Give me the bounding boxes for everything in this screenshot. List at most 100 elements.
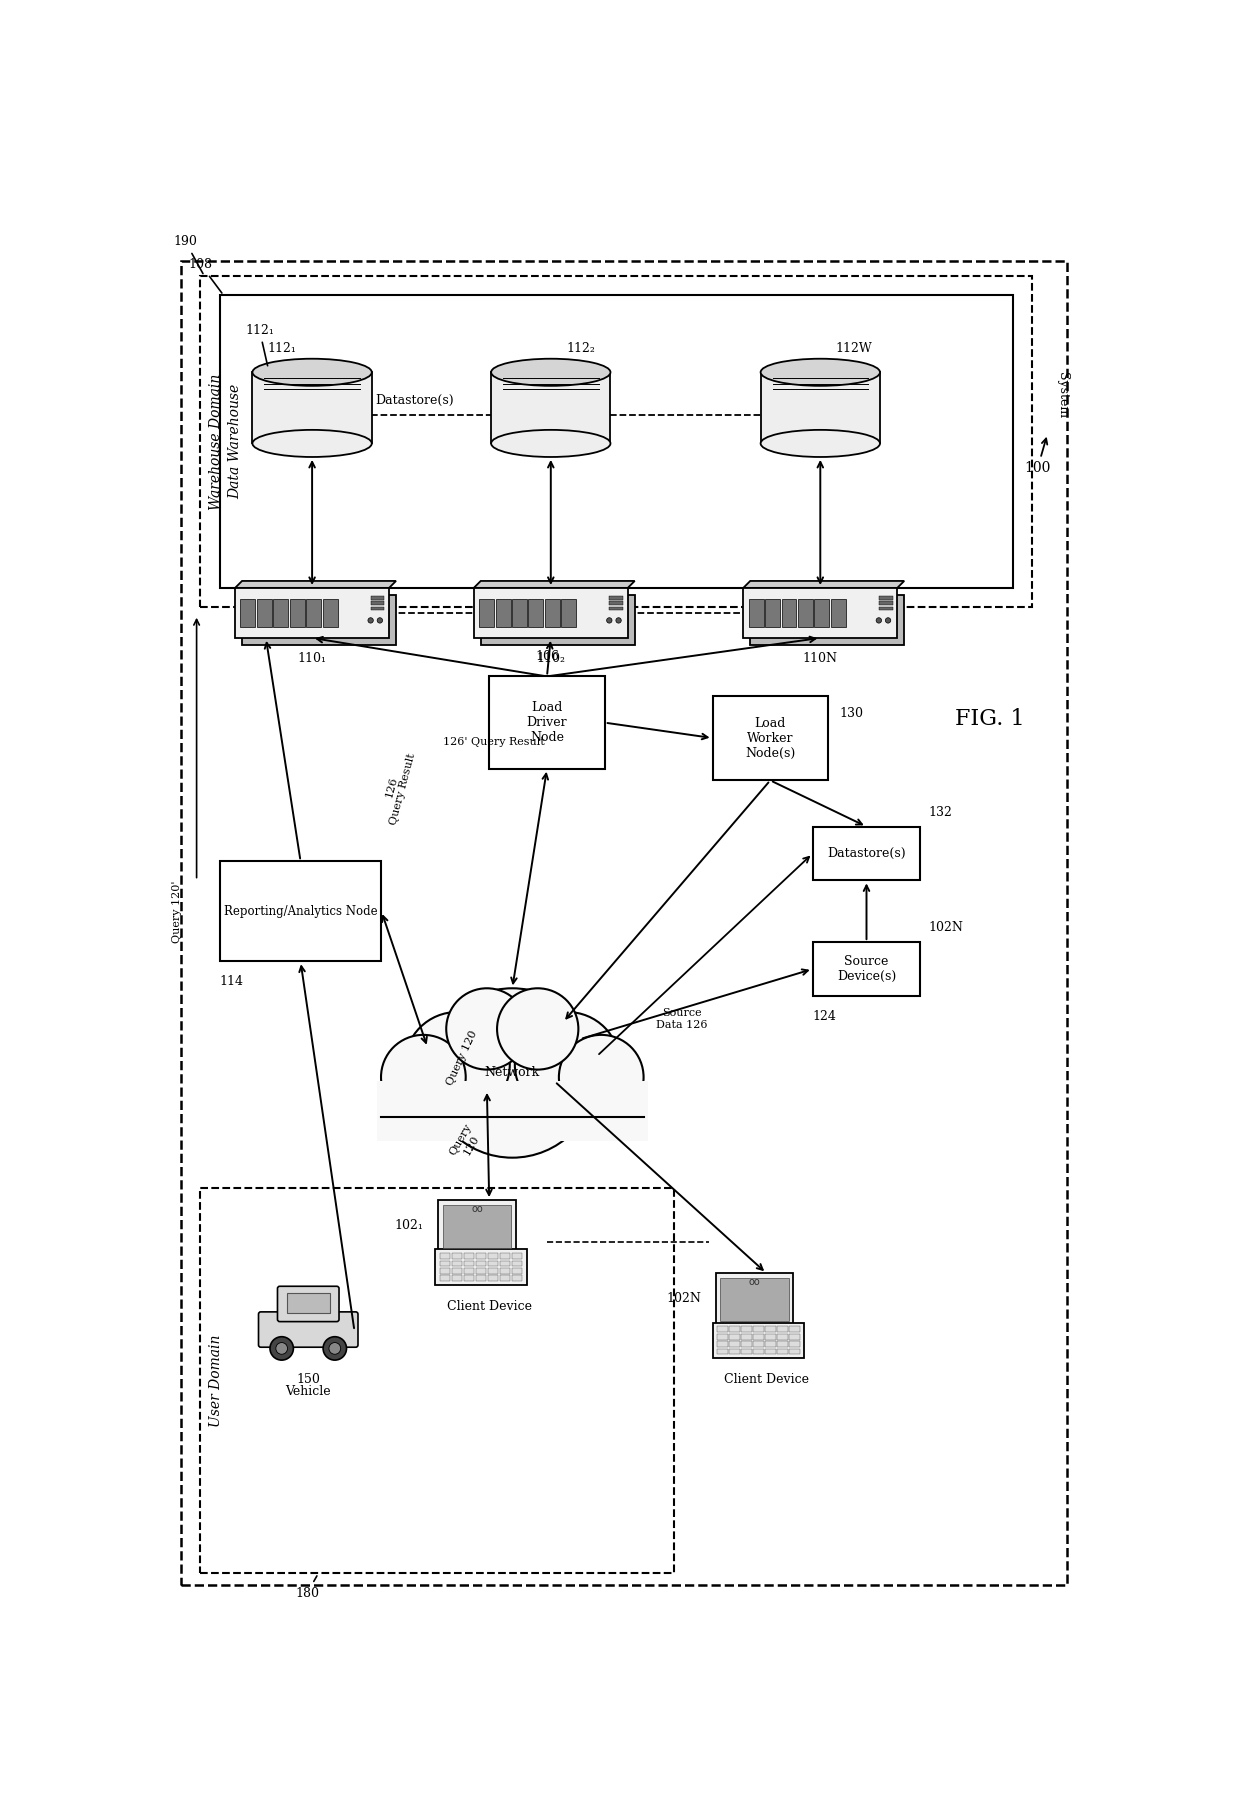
Text: Client Device: Client Device (724, 1373, 808, 1386)
Text: oo: oo (471, 1204, 484, 1213)
FancyBboxPatch shape (476, 1261, 486, 1266)
Ellipse shape (491, 358, 610, 386)
FancyBboxPatch shape (765, 600, 780, 628)
FancyBboxPatch shape (487, 1261, 498, 1266)
FancyBboxPatch shape (464, 1261, 475, 1266)
Circle shape (324, 1337, 346, 1361)
FancyBboxPatch shape (789, 1348, 800, 1355)
Ellipse shape (760, 358, 880, 386)
Ellipse shape (491, 429, 610, 457)
FancyBboxPatch shape (528, 600, 543, 628)
FancyBboxPatch shape (496, 600, 511, 628)
FancyBboxPatch shape (273, 600, 288, 628)
Text: Load
Driver
Node: Load Driver Node (527, 700, 567, 744)
Text: 110₂: 110₂ (536, 651, 565, 664)
FancyBboxPatch shape (258, 1311, 358, 1348)
FancyBboxPatch shape (474, 588, 627, 638)
Text: Vehicle: Vehicle (285, 1384, 331, 1397)
Text: 110₁: 110₁ (298, 651, 326, 664)
Circle shape (329, 1342, 341, 1355)
FancyBboxPatch shape (777, 1333, 787, 1339)
FancyBboxPatch shape (743, 588, 898, 638)
Text: 126' Query Result: 126' Query Result (443, 737, 544, 748)
Text: 114: 114 (219, 975, 243, 988)
Circle shape (515, 1011, 620, 1117)
FancyBboxPatch shape (717, 1341, 728, 1348)
FancyBboxPatch shape (322, 600, 337, 628)
FancyBboxPatch shape (729, 1348, 739, 1355)
FancyBboxPatch shape (717, 1333, 728, 1339)
FancyBboxPatch shape (753, 1333, 764, 1339)
Text: 180: 180 (295, 1575, 319, 1599)
Text: Query 120': Query 120' (172, 880, 182, 942)
FancyBboxPatch shape (500, 1268, 511, 1273)
FancyBboxPatch shape (799, 600, 813, 628)
FancyBboxPatch shape (278, 1286, 339, 1322)
FancyBboxPatch shape (742, 1326, 751, 1332)
Text: Reporting/Analytics Node: Reporting/Analytics Node (223, 904, 377, 919)
FancyBboxPatch shape (481, 595, 635, 646)
FancyBboxPatch shape (789, 1326, 800, 1332)
Text: System: System (1056, 373, 1069, 418)
FancyBboxPatch shape (242, 595, 396, 646)
FancyBboxPatch shape (512, 1268, 522, 1273)
FancyBboxPatch shape (812, 826, 920, 880)
FancyBboxPatch shape (713, 695, 828, 780)
Circle shape (606, 618, 613, 624)
Circle shape (270, 1337, 294, 1361)
Text: 124: 124 (812, 1010, 836, 1022)
Circle shape (404, 1011, 510, 1117)
Text: 112₁: 112₁ (246, 324, 274, 366)
FancyBboxPatch shape (717, 1326, 728, 1332)
Circle shape (428, 988, 596, 1157)
Ellipse shape (253, 358, 372, 386)
FancyBboxPatch shape (812, 942, 920, 997)
FancyBboxPatch shape (290, 600, 305, 628)
Polygon shape (236, 580, 396, 588)
FancyBboxPatch shape (476, 1275, 486, 1281)
FancyBboxPatch shape (451, 1253, 463, 1259)
FancyBboxPatch shape (879, 606, 893, 611)
FancyBboxPatch shape (717, 1348, 728, 1355)
FancyBboxPatch shape (435, 1250, 527, 1284)
FancyBboxPatch shape (451, 1261, 463, 1266)
Text: 126
Query Result: 126 Query Result (377, 749, 417, 826)
Text: 100: 100 (1024, 438, 1050, 475)
FancyBboxPatch shape (777, 1348, 787, 1355)
FancyBboxPatch shape (487, 1268, 498, 1273)
FancyBboxPatch shape (440, 1261, 450, 1266)
FancyBboxPatch shape (464, 1268, 475, 1273)
Text: 112₂: 112₂ (567, 342, 595, 355)
Text: 130: 130 (839, 708, 863, 720)
FancyBboxPatch shape (306, 600, 321, 628)
Circle shape (885, 618, 890, 624)
Circle shape (446, 988, 527, 1070)
FancyBboxPatch shape (777, 1341, 787, 1348)
Text: Datastore(s): Datastore(s) (827, 848, 905, 860)
Circle shape (877, 618, 882, 624)
FancyBboxPatch shape (879, 597, 893, 600)
FancyBboxPatch shape (476, 1253, 486, 1259)
FancyBboxPatch shape (487, 1253, 498, 1259)
Text: 102N: 102N (928, 922, 963, 935)
Text: 112W: 112W (836, 342, 873, 355)
FancyBboxPatch shape (512, 600, 527, 628)
FancyBboxPatch shape (236, 588, 389, 638)
Circle shape (381, 1035, 466, 1119)
FancyBboxPatch shape (765, 1326, 775, 1332)
Text: Query
120: Query 120 (448, 1122, 484, 1162)
FancyBboxPatch shape (371, 606, 384, 611)
FancyBboxPatch shape (440, 1253, 450, 1259)
FancyBboxPatch shape (479, 600, 494, 628)
FancyBboxPatch shape (753, 1341, 764, 1348)
Text: 110N: 110N (802, 651, 838, 664)
Text: Source
Data 126: Source Data 126 (656, 1008, 708, 1030)
Text: Warehouse Domain: Warehouse Domain (208, 373, 223, 509)
FancyBboxPatch shape (729, 1326, 739, 1332)
FancyBboxPatch shape (464, 1275, 475, 1281)
FancyBboxPatch shape (713, 1322, 804, 1359)
FancyBboxPatch shape (440, 1268, 450, 1273)
FancyBboxPatch shape (562, 600, 577, 628)
Text: Source
Device(s): Source Device(s) (837, 955, 897, 982)
FancyBboxPatch shape (609, 606, 624, 611)
